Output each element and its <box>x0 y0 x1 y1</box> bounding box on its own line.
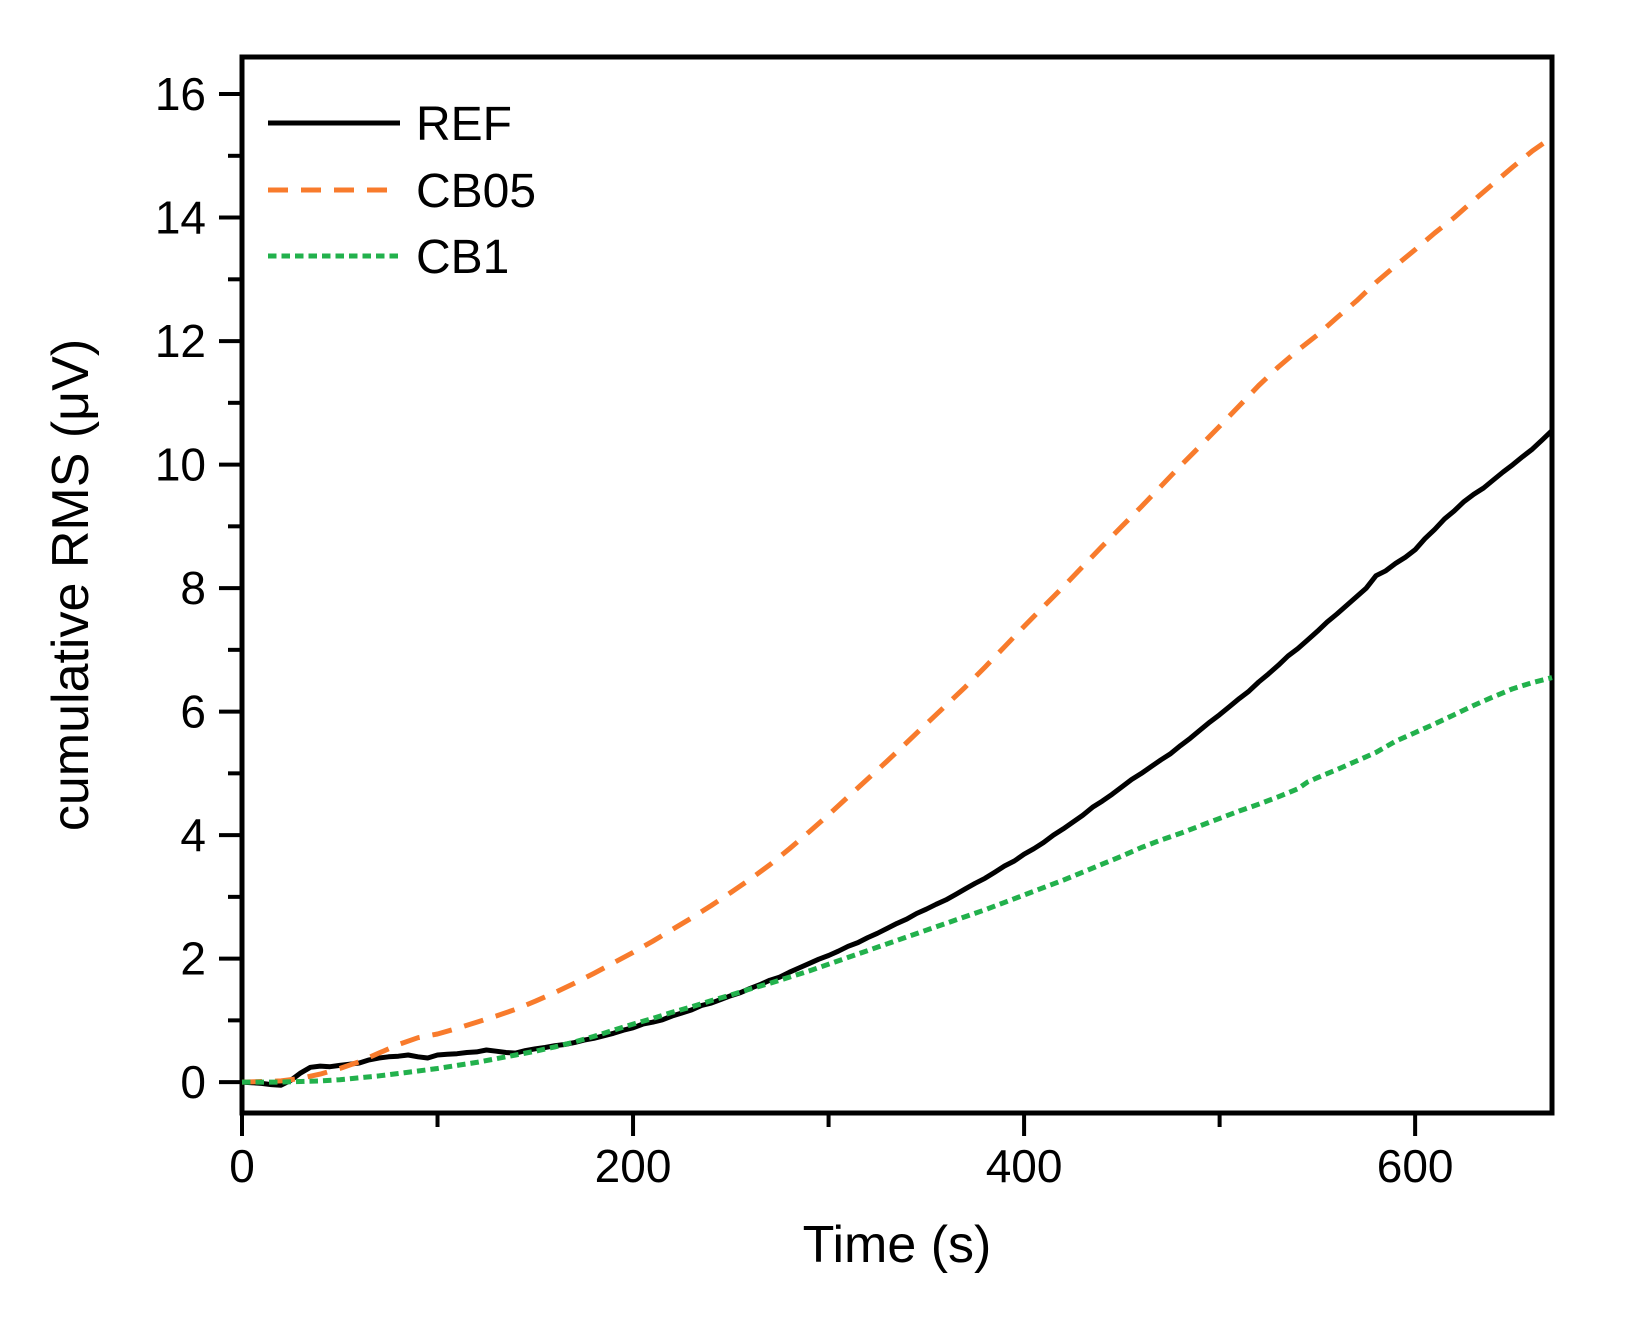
plot-frame <box>239 54 1555 1116</box>
x-tick-label: 400 <box>986 1140 1063 1192</box>
y-tick-label: 2 <box>180 933 206 985</box>
series-lines <box>241 135 1554 1088</box>
y-axis-label: cumulative RMS (μV) <box>42 339 100 831</box>
series-line-cb1 <box>242 675 1553 1085</box>
y-tick-labels: 0 2 4 6 8 10 12 14 16 <box>155 68 206 1108</box>
series-line-ref <box>241 428 1554 1088</box>
y-tick-label: 10 <box>155 439 206 491</box>
legend-label-cb05: CB05 <box>416 165 536 218</box>
x-tick-labels: 0 200 400 600 <box>229 1140 1453 1192</box>
legend-label-ref: REF <box>416 98 512 151</box>
x-tick-label: 0 <box>229 1140 255 1192</box>
plot-border <box>239 54 1555 1116</box>
x-tick-label: 600 <box>1377 1140 1454 1192</box>
series-line-cb05 <box>241 135 1554 1085</box>
y-tick-label: 14 <box>155 192 206 244</box>
legend-label-cb1: CB1 <box>416 231 509 284</box>
y-tick-label: 6 <box>180 686 206 738</box>
legend: REF CB05 CB1 <box>268 98 536 284</box>
x-axis-label: Time (s) <box>803 1216 992 1274</box>
y-tick-label: 12 <box>155 315 206 367</box>
x-tick-label: 200 <box>595 1140 672 1192</box>
y-tick-label: 8 <box>180 562 206 614</box>
y-tick-label: 0 <box>180 1056 206 1108</box>
y-tick-label: 16 <box>155 68 206 120</box>
axis-ticks <box>219 92 1418 1136</box>
y-tick-label: 4 <box>180 809 206 861</box>
